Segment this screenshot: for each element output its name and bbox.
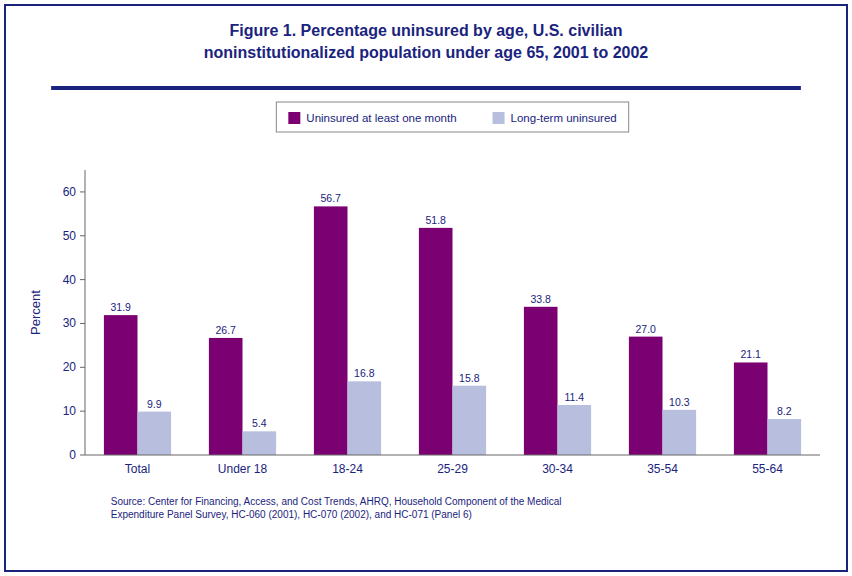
bars	[104, 206, 801, 455]
bar	[243, 431, 277, 455]
bar	[768, 419, 802, 455]
outer-border	[5, 5, 847, 571]
data-label: 10.3	[669, 396, 690, 408]
data-label: 56.7	[320, 192, 341, 204]
data-label: 8.2	[777, 405, 792, 417]
data-label: 16.8	[354, 367, 375, 379]
y-tick	[80, 367, 85, 368]
x-tick-label: 25-29	[437, 462, 468, 476]
x-tick-label: Under 18	[218, 462, 268, 476]
data-label: 21.1	[740, 348, 761, 360]
bar	[629, 337, 663, 455]
y-tick-label: 10	[63, 404, 77, 418]
bar	[314, 206, 348, 455]
title: Figure 1. Percentage uninsured by age, U…	[204, 22, 649, 61]
bar	[419, 228, 453, 455]
bar	[138, 412, 172, 455]
y-tick-label: 0	[69, 448, 76, 462]
bar	[104, 315, 138, 455]
data-label: 9.9	[147, 398, 162, 410]
data-label: 51.8	[425, 214, 446, 226]
x-axis-line	[85, 455, 820, 456]
y-axis-label: Percent	[28, 290, 43, 335]
legend-label: Uninsured at least one month	[306, 112, 456, 124]
y-tick	[80, 411, 85, 412]
data-label: 11.4	[564, 391, 584, 403]
data-label: 31.9	[110, 301, 131, 313]
y-tick	[80, 279, 85, 280]
title-line: noninstitutionalized population under ag…	[204, 44, 649, 61]
y-tick	[80, 455, 85, 456]
data-label: 27.0	[635, 323, 656, 335]
y-tick-label: 30	[63, 316, 77, 330]
annotation-line: Expenditure Panel Survey, HC-060 (2001),…	[111, 509, 472, 520]
y-tick-label: 60	[63, 185, 77, 199]
legend-swatch	[288, 112, 300, 124]
bar	[453, 386, 487, 455]
annotation-line: Source: Center for Financing, Access, an…	[111, 496, 562, 507]
legend: Uninsured at least one month Long-term un…	[276, 102, 628, 132]
bar	[558, 405, 592, 455]
legend-label: Long-term uninsured	[511, 112, 617, 124]
y-tick-label: 40	[63, 273, 77, 287]
y-tick	[80, 323, 85, 324]
y-tick	[80, 191, 85, 192]
legend-frame	[276, 102, 628, 132]
x-tick-label: 55-64	[752, 462, 783, 476]
y-tick-label: 20	[63, 360, 77, 374]
data-label: 33.8	[530, 293, 551, 305]
annotation: Source: Center for Financing, Access, an…	[111, 496, 562, 520]
y-tick-label: 50	[63, 229, 77, 243]
bar	[209, 338, 243, 455]
chart-container: Figure 1. Percentage uninsured by age, U…	[0, 0, 852, 576]
data-label: 5.4	[252, 417, 267, 429]
data-label: 15.8	[459, 372, 480, 384]
title-line: Figure 1. Percentage uninsured by age, U…	[229, 22, 622, 39]
x-tick-label: 30-34	[542, 462, 573, 476]
chart-svg: Figure 1. Percentage uninsured by age, U…	[0, 0, 852, 576]
bar	[524, 307, 558, 455]
data-labels: 31.9 26.7 56.7 51.8 33.8 27.0 21.1 9.9 5.4 16.8 15…	[110, 192, 791, 429]
bar	[663, 410, 697, 455]
legend-swatch	[493, 112, 505, 124]
x-tick-label: Total	[125, 462, 150, 476]
y-tick	[80, 235, 85, 236]
x-tick-label: 18-24	[332, 462, 363, 476]
x-tick-label: 35-54	[647, 462, 678, 476]
separator	[51, 86, 801, 90]
y-axis-line	[85, 170, 86, 455]
data-label: 26.7	[215, 324, 236, 336]
bar	[734, 362, 768, 455]
bar	[348, 381, 382, 455]
